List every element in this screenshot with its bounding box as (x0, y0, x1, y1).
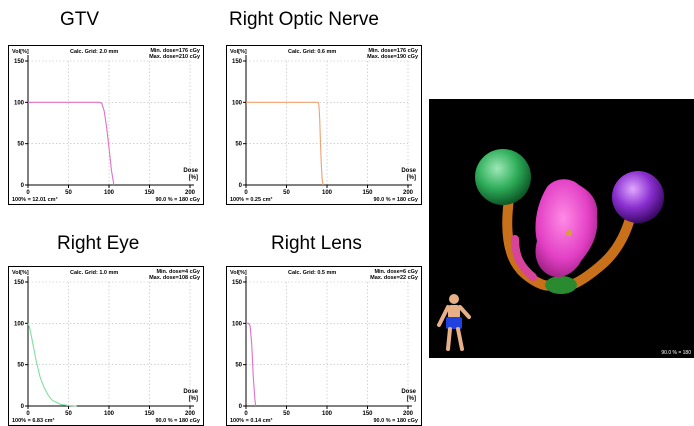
y-tick-label: 150 (232, 59, 243, 65)
dvh-plot-svg: 0 50 100 150 200 0 50 100 150 Vol[%] Calc. Grid: 0… (226, 45, 422, 205)
x-tick-label: 200 (403, 190, 414, 196)
y-tick-label: 50 (17, 363, 24, 369)
y-tick-label: 150 (14, 280, 25, 286)
x-tick-label: 100 (322, 190, 333, 196)
x-tick-label: 0 (26, 190, 30, 196)
x-axis-unit: [%] (407, 175, 416, 181)
x-axis-label: Dose (183, 389, 198, 395)
right-optic-nerve-dvh-chart: 0 50 100 150 200 0 50 100 150 Vol[%] Calc. Grid: 0… (226, 45, 422, 205)
reference-note: 90.0 % = 180 cGy (156, 418, 201, 424)
x-axis-unit: [%] (189, 396, 198, 402)
y-tick-label: 100 (232, 100, 243, 106)
dvh-plot-svg: 0 50 100 150 200 0 50 100 150 Vol[%] Calc. Grid: 2… (8, 45, 204, 205)
y-tick-label: 0 (239, 404, 243, 410)
x-tick-label: 150 (362, 411, 373, 417)
reference-note: 90.0 % = 180 cGy (156, 197, 201, 203)
min-dose-text: Min. dose=176 cGy (368, 48, 419, 54)
x-tick-label: 200 (185, 411, 196, 417)
min-dose-text: Min. dose=6 cGy (374, 269, 418, 275)
y-tick-label: 150 (14, 59, 25, 65)
x-tick-label: 100 (104, 190, 115, 196)
dvh-curve (27, 323, 77, 407)
min-dose-text: Min. dose=4 cGy (156, 269, 200, 275)
x-tick-label: 50 (283, 190, 290, 196)
x-tick-label: 50 (65, 411, 72, 417)
y-tick-label: 50 (235, 363, 242, 369)
y-tick-label: 50 (17, 142, 24, 148)
volume-note: 100% = 6.83 cm³ (12, 417, 55, 424)
max-dose-text: Max. dose=210 cGy (149, 54, 201, 60)
y-axis-label: Vol[%] (12, 270, 29, 276)
calc-grid-text: Calc. Grid: 2.0 mm (70, 49, 118, 55)
y-tick-label: 0 (239, 183, 243, 189)
calc-grid-text: Calc. Grid: 1.0 mm (70, 270, 118, 276)
y-axis-label: Vol[%] (12, 49, 29, 55)
gtv-title: GTV (60, 9, 100, 30)
right-optic-nerve-title: Right Optic Nerve (229, 9, 379, 30)
x-tick-label: 50 (65, 190, 72, 196)
x-tick-label: 100 (322, 411, 333, 417)
dvh-curve (246, 101, 324, 186)
orientation-figure-icon[interactable] (437, 294, 471, 351)
x-tick-label: 100 (104, 411, 115, 417)
viewer-status-text: 90.0 % = 180 (661, 350, 691, 356)
max-dose-text: Max. dose=22 cGy (370, 275, 419, 281)
right-eye-title: Right Eye (57, 233, 140, 254)
y-axis-label: Vol[%] (230, 49, 247, 55)
x-tick-label: 150 (144, 190, 155, 196)
x-tick-label: 200 (185, 190, 196, 196)
dvh-curve (246, 322, 257, 407)
min-dose-text: Min. dose=176 cGy (150, 48, 201, 54)
x-tick-label: 150 (144, 411, 155, 417)
gtv-highlight (566, 230, 572, 236)
chiasm-3d (545, 276, 577, 294)
y-tick-label: 50 (235, 142, 242, 148)
x-tick-label: 0 (244, 190, 248, 196)
x-axis-label: Dose (183, 168, 198, 174)
chart-frame (226, 45, 422, 205)
volume-note: 100% = 0.25 cm³ (230, 196, 273, 203)
chart-frame (226, 266, 422, 426)
3d-structure-view[interactable]: 90.0 % = 180 (429, 99, 694, 358)
y-axis-label: Vol[%] (230, 270, 247, 276)
dvh-curve (28, 101, 115, 186)
chart-frame (8, 266, 204, 426)
y-tick-label: 150 (232, 280, 243, 286)
right-lens-title: Right Lens (271, 233, 362, 254)
x-axis-unit: [%] (189, 175, 198, 181)
gtv-dvh-chart: 0 50 100 150 200 0 50 100 150 Vol[%] Calc. Grid: 2… (8, 45, 204, 205)
3d-scene[interactable]: 90.0 % = 180 (429, 99, 694, 358)
x-tick-label: 200 (403, 411, 414, 417)
right-eye-3d (475, 149, 531, 205)
volume-note: 100% = 0.14 cm³ (230, 417, 273, 424)
right-optic-nerve-segment (511, 235, 537, 281)
gtv-3d (535, 179, 598, 278)
calc-grid-text: Calc. Grid: 0.6 mm (288, 49, 336, 55)
x-tick-label: 150 (362, 190, 373, 196)
x-tick-label: 0 (244, 411, 248, 417)
x-axis-label: Dose (401, 168, 416, 174)
dvh-plot-svg: 0 50 100 150 200 0 50 100 150 Vol[%] Calc. Grid: 0… (226, 266, 422, 426)
y-tick-label: 0 (21, 183, 25, 189)
x-tick-label: 50 (283, 411, 290, 417)
left-eye-3d (612, 171, 664, 223)
max-dose-text: Max. dose=108 cGy (149, 275, 201, 281)
reference-note: 90.0 % = 180 cGy (374, 418, 419, 424)
volume-note: 100% = 12.01 cm³ (12, 196, 58, 203)
y-tick-label: 0 (21, 404, 25, 410)
dvh-plot-svg: 0 50 100 150 200 0 50 100 150 Vol[%] Calc. Grid: 1… (8, 266, 204, 426)
x-axis-unit: [%] (407, 396, 416, 402)
right-eye-dvh-chart: 0 50 100 150 200 0 50 100 150 Vol[%] Calc. Grid: 1… (8, 266, 204, 426)
y-tick-label: 100 (14, 321, 25, 327)
reference-note: 90.0 % = 180 cGy (374, 197, 419, 203)
max-dose-text: Max. dose=190 cGy (367, 54, 419, 60)
x-tick-label: 0 (26, 411, 30, 417)
y-tick-label: 100 (14, 100, 25, 106)
calc-grid-text: Calc. Grid: 0.5 mm (288, 270, 336, 276)
x-axis-label: Dose (401, 389, 416, 395)
right-lens-dvh-chart: 0 50 100 150 200 0 50 100 150 Vol[%] Calc. Grid: 0… (226, 266, 422, 426)
y-tick-label: 100 (232, 321, 243, 327)
left-optic-nerve-3d (566, 194, 640, 290)
